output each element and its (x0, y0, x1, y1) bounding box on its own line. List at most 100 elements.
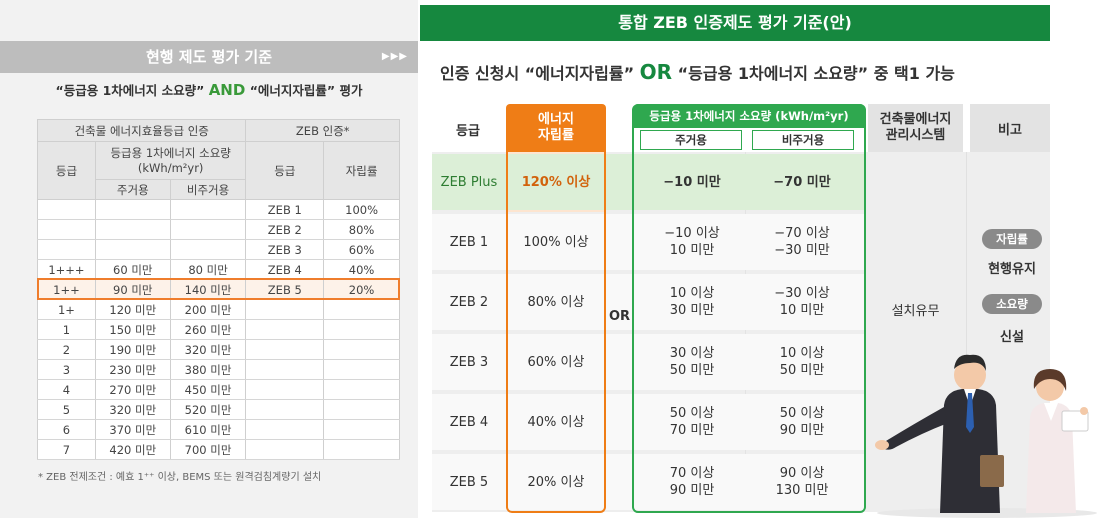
criteria-row: ZEB Plus 120% 이상 −10 미만 −70 미만 (432, 152, 1050, 212)
current-criteria-title: 현행 제도 평가 기준 (145, 48, 273, 66)
table-cell (323, 359, 400, 380)
header-energy-rate: 에너지 자립률 (506, 104, 606, 152)
zeb-grade: ZEB Plus (440, 174, 498, 190)
table-row: 6 370 미만 610 미만 (37, 419, 400, 440)
business-people-illustration (875, 354, 1097, 518)
table-cell: 1+ (37, 299, 96, 320)
current-criteria-panel: 현행 제도 평가 기준 ▶▶▶ “등급용 1차에너지 소요량” AND “에너지… (0, 0, 418, 518)
residential-value: 10 이상 30 미만 (669, 286, 715, 318)
table-row: 4 270 미만 450 미만 (37, 379, 400, 400)
current-criteria-table: 건축물 에너지효율등급 인증 ZEB 인증* 등급 등급용 1차에너지 소요량 … (36, 119, 400, 460)
table-cell: 190 미만 (94, 339, 171, 360)
header-residential: 주거용 (640, 130, 742, 150)
table-row: ZEB 1 100% (37, 199, 400, 220)
table-cell: 7 (37, 439, 96, 460)
current-criteria-subtitle: “등급용 1차에너지 소요량” AND “에너지자립률” 평가 (0, 80, 418, 99)
table-row: 1 150 미만 260 미만 (37, 319, 400, 340)
badge-self-sufficiency: 자립률 (982, 229, 1042, 249)
residential-value: −10 미만 (663, 174, 721, 190)
note-new: 신설 (1000, 330, 1024, 345)
col-residential: 주거용 (94, 179, 171, 200)
subtitle-part: “에너지자립률” 평가 (249, 83, 363, 98)
table-cell: 230 미만 (94, 359, 171, 380)
nonresidential-value: 10 이상 50 미만 (779, 346, 825, 378)
table-cell: 200 미만 (169, 299, 247, 320)
table-cell: 5 (37, 399, 96, 420)
table-cell (245, 379, 325, 400)
table-cell (245, 439, 325, 460)
table-cell: 260 미만 (169, 319, 247, 340)
col-rate: 자립률 (323, 141, 400, 200)
table-cell: ZEB 3 (245, 239, 325, 260)
table-cell (245, 319, 325, 340)
table-cell: 3 (37, 359, 96, 380)
energy-rate-value: 100% 이상 (523, 234, 589, 250)
table-row: 1+++ 60 미만 80 미만 ZEB 4 40% (37, 259, 400, 280)
table-cell: 80% (323, 219, 400, 240)
table-cell (245, 399, 325, 420)
nonresidential-value: 50 이상 90 미만 (779, 406, 825, 438)
table-cell (245, 419, 325, 440)
table-row: 7 420 미만 700 미만 (37, 439, 400, 460)
nonresidential-value: −70 이상 −30 미만 (774, 226, 830, 258)
table-cell: 700 미만 (169, 439, 247, 460)
proposed-criteria-banner: 통합 ZEB 인증제도 평가 기준(안) (420, 5, 1050, 41)
residential-value: 30 이상 50 미만 (669, 346, 715, 378)
table-cell: 20% (323, 279, 400, 300)
or-keyword: OR (639, 60, 673, 84)
criteria-row: ZEB 4 40% 이상 50 이상 70 미만 50 이상 90 미만 (432, 392, 1050, 452)
table-cell: 450 미만 (169, 379, 247, 400)
table-cell: 520 미만 (169, 399, 247, 420)
header-energy-req: 등급용 1차에너지 소요량 (kWh/m²yr) (634, 104, 864, 128)
current-criteria-header: 현행 제도 평가 기준 ▶▶▶ (0, 41, 418, 73)
table-cell (323, 439, 400, 460)
badge-consumption: 소요량 (982, 294, 1042, 314)
table-cell (94, 219, 171, 240)
energy-rate-value: 80% 이상 (527, 294, 585, 310)
table-row: 3 230 미만 380 미만 (37, 359, 400, 380)
table-cell: ZEB 4 (245, 259, 325, 280)
nonresidential-value: 90 이상 130 미만 (775, 466, 829, 498)
zeb-grade: ZEB 4 (449, 414, 489, 430)
table-cell (169, 239, 247, 260)
subtitle-part: “등급용 1차에너지 소요량” (55, 83, 205, 98)
table-cell (169, 199, 247, 220)
and-keyword: AND (208, 81, 246, 99)
subtitle-part: 인증 신청시 “에너지자립률” (440, 64, 635, 83)
criteria-row: ZEB 1 100% 이상 −10 이상 10 미만 −70 이상 −30 미만 (432, 212, 1050, 272)
table-row: 1++ 90 미만 140 미만 ZEB 5 20% (37, 279, 400, 300)
table-cell: 80 미만 (169, 259, 247, 280)
arrow-icon: ▶▶▶ (381, 51, 408, 62)
table-row: ZEB 3 60% (37, 239, 400, 260)
row-background (432, 394, 866, 450)
table-cell: ZEB 2 (245, 219, 325, 240)
table-cell: 120 미만 (94, 299, 171, 320)
col-nonresidential: 비주거용 (169, 179, 247, 200)
zeb-grade: ZEB 5 (449, 474, 489, 490)
col-grade: 등급 (37, 141, 96, 200)
table-cell: ZEB 5 (245, 279, 325, 300)
table-cell (323, 339, 400, 360)
energy-rate-value: 120% 이상 (521, 174, 591, 190)
energy-req-column-frame (632, 104, 866, 513)
footnote: * ZEB 전제조건 : 예효 1⁺⁺ 이상, BEMS 또는 원격검침계량기 … (38, 472, 322, 483)
table-row: 1+ 120 미만 200 미만 (37, 299, 400, 320)
table-cell: 150 미만 (94, 319, 171, 340)
table-cell: 320 미만 (169, 339, 247, 360)
row-background (432, 334, 866, 390)
table-cell: 100% (323, 199, 400, 220)
subtitle-part: “등급용 1차에너지 소요량” 중 택1 가능 (677, 64, 955, 83)
table-cell: 60% (323, 239, 400, 260)
table-cell (245, 339, 325, 360)
table-cell: 6 (37, 419, 96, 440)
col-zeb-grade: 등급 (245, 141, 325, 200)
group-header-zeb: ZEB 인증* (245, 119, 400, 142)
table-row: 2 190 미만 320 미만 (37, 339, 400, 360)
header-bems: 건축물에너지 관리시스템 (868, 104, 963, 152)
table-cell (37, 219, 96, 240)
table-cell: 380 미만 (169, 359, 247, 380)
table-cell: 610 미만 (169, 419, 247, 440)
table-cell (94, 199, 171, 220)
column-divider (966, 152, 967, 432)
table-cell (37, 199, 96, 220)
